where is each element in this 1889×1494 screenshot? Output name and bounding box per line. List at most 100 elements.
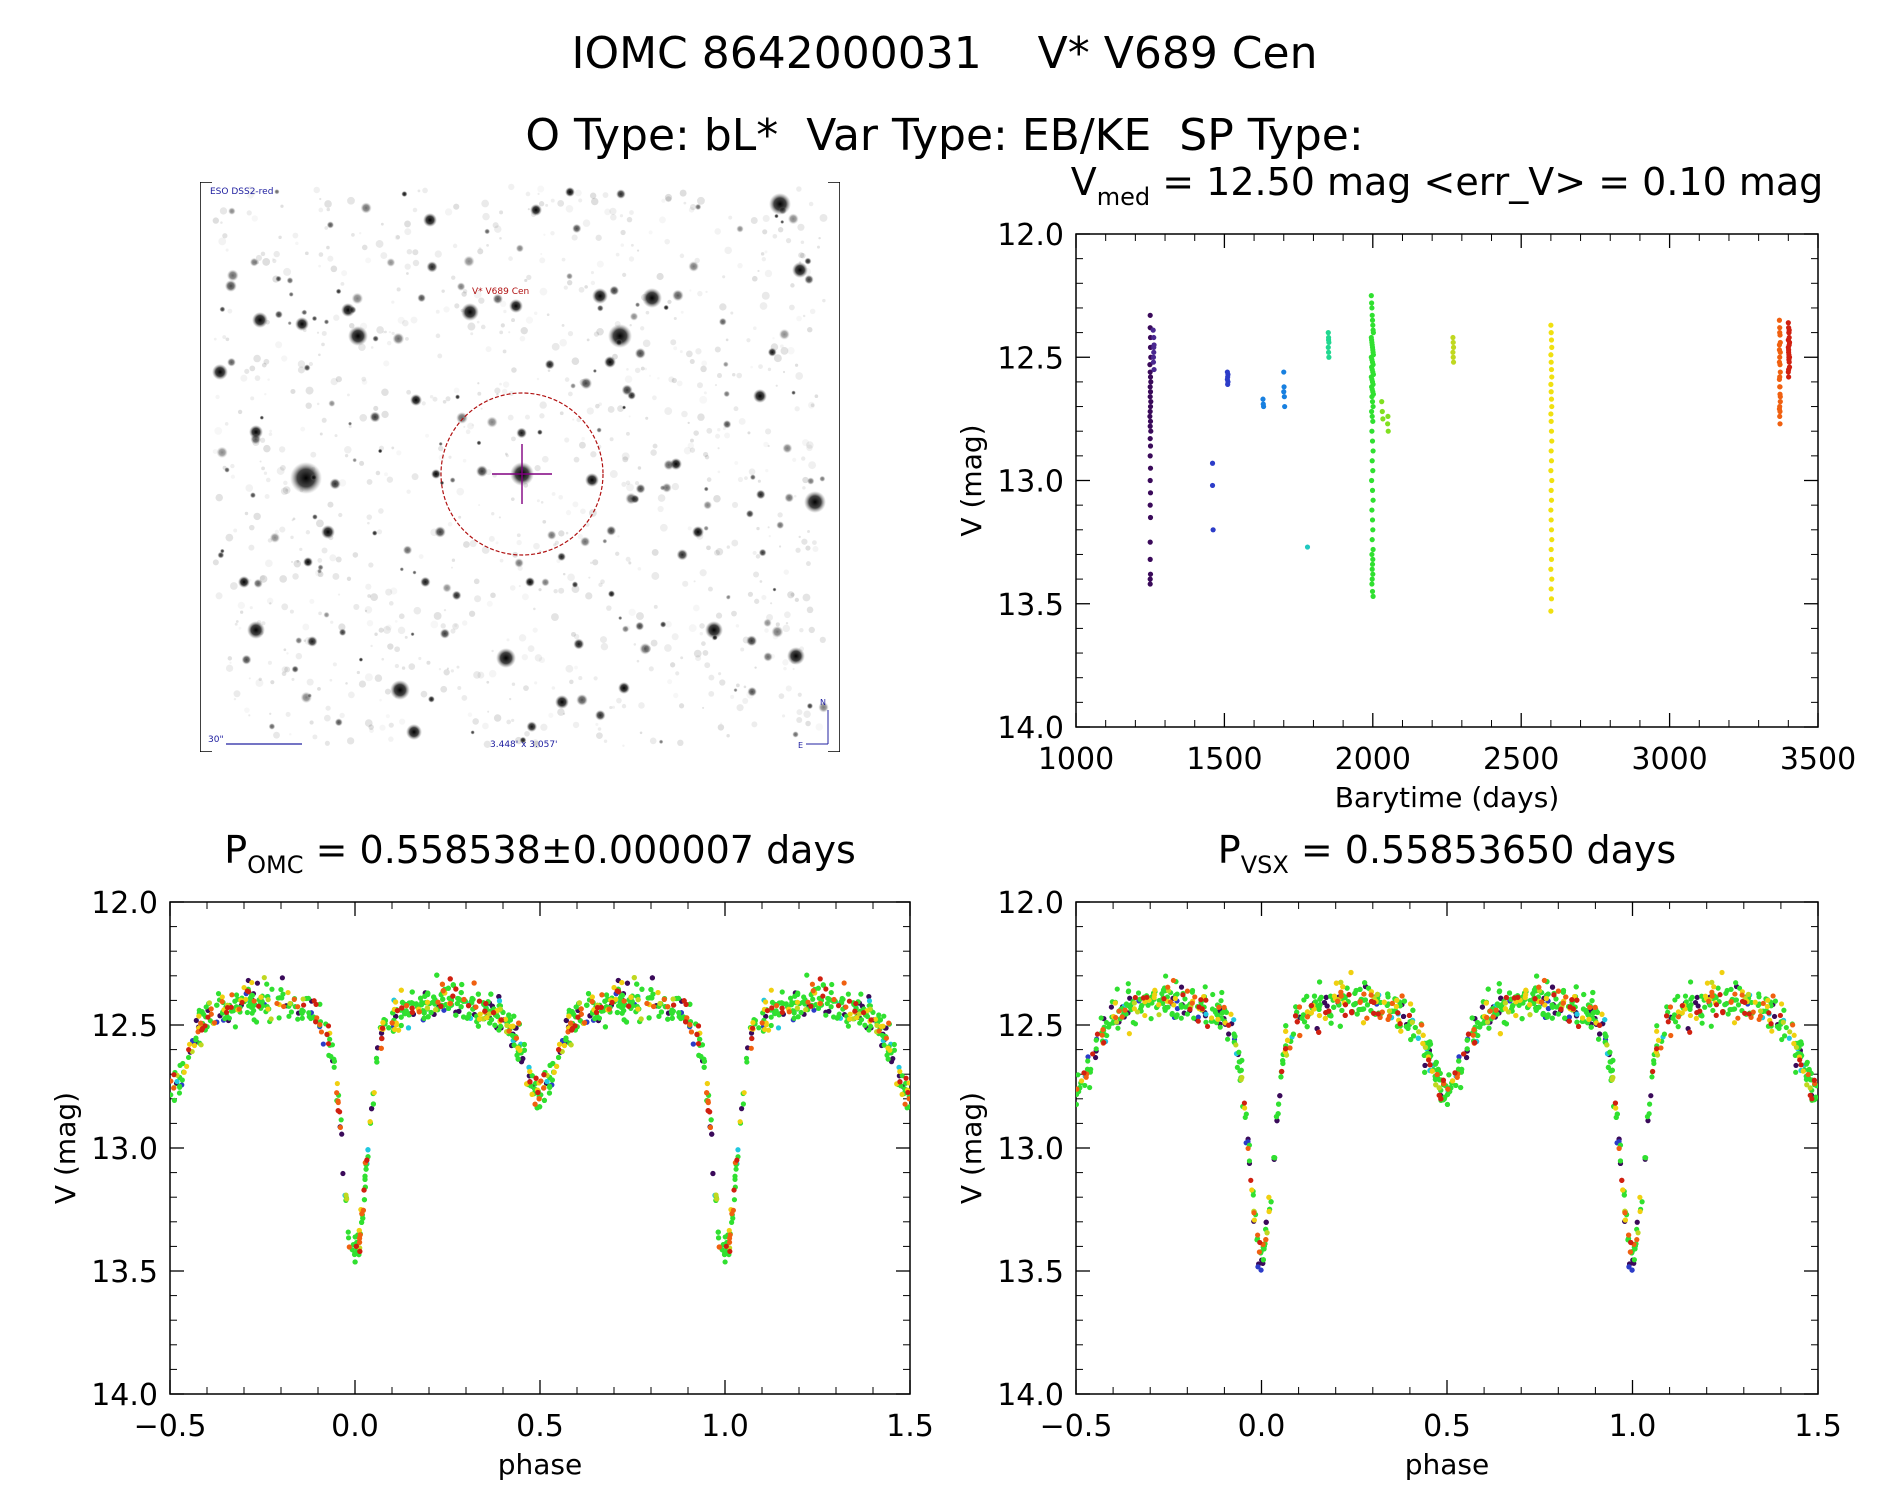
data-point (1658, 1045, 1664, 1051)
data-point (281, 1003, 287, 1010)
data-point (424, 1005, 430, 1011)
data-point (811, 1007, 817, 1013)
data-point (171, 1085, 177, 1091)
data-point (213, 1002, 220, 1008)
data-point (198, 1042, 204, 1048)
data-point (1634, 1219, 1640, 1225)
data-point (529, 1073, 535, 1079)
data-point (1323, 994, 1329, 1001)
phase_omc-series (170, 980, 910, 1250)
data-point (866, 993, 872, 1000)
data-point (398, 987, 404, 993)
data-point (1626, 1232, 1632, 1238)
data-point (1100, 1026, 1106, 1033)
data-point (906, 1096, 910, 1102)
data-point (671, 1002, 677, 1008)
data-point (1369, 517, 1376, 523)
data-point (697, 1036, 703, 1042)
lightcurve-series (1150, 327, 1157, 373)
data-point (300, 996, 306, 1002)
data-point (705, 1098, 711, 1104)
data-point (1178, 1004, 1185, 1010)
data-point (854, 1015, 860, 1021)
data-point (621, 1017, 627, 1023)
data-point (418, 1002, 425, 1008)
data-point (1150, 359, 1157, 365)
data-point (496, 993, 502, 1000)
data-point (389, 1020, 395, 1026)
data-point (1369, 305, 1375, 311)
data-point (1719, 969, 1725, 976)
data-point (1486, 1025, 1492, 1031)
data-point (1311, 993, 1318, 999)
data-point (1231, 1017, 1237, 1023)
data-point (364, 1157, 370, 1163)
data-point (856, 1011, 862, 1017)
data-point (1803, 1061, 1810, 1067)
data-point (196, 1013, 202, 1019)
data-point (510, 1023, 516, 1029)
data-point (1612, 1100, 1619, 1106)
data-point (185, 1054, 192, 1061)
phase_omc-xtick-label: 1.0 (701, 1409, 749, 1444)
phase_omc-series (171, 975, 880, 1251)
data-point (1316, 1012, 1323, 1019)
data-point (727, 1232, 733, 1238)
lightcurve-series (1304, 544, 1311, 550)
data-point (1471, 1026, 1477, 1033)
data-point (398, 1022, 404, 1029)
data-point (1548, 381, 1554, 387)
data-point (1369, 551, 1375, 558)
data-point (1777, 384, 1783, 390)
data-point (1436, 1085, 1442, 1091)
data-point (226, 1015, 232, 1021)
data-point (335, 1098, 341, 1104)
phase_vsx-ytick-label: 13.0 (997, 1132, 1064, 1167)
phase_vsx-xtick-label: 0.0 (1238, 1409, 1286, 1444)
data-point (1548, 322, 1554, 328)
data-point (1410, 1007, 1416, 1013)
data-point (1549, 438, 1555, 444)
data-point (1450, 334, 1456, 341)
data-point (1777, 421, 1783, 427)
data-point (1099, 1032, 1105, 1038)
data-point (1663, 1013, 1670, 1019)
data-point (1416, 1029, 1422, 1035)
data-point (631, 975, 637, 981)
data-point (550, 1060, 556, 1067)
data-point (260, 1003, 266, 1009)
data-point (1772, 998, 1779, 1004)
lightcurve-series (1368, 293, 1376, 599)
data-point (1548, 517, 1554, 523)
data-point (866, 998, 873, 1004)
data-point (1787, 1029, 1793, 1035)
data-point (1386, 1013, 1393, 1019)
phase_vsx-ytick-label: 12.0 (997, 886, 1064, 921)
phase_omc-title-rest: = 0.558538±0.000007 days (304, 828, 856, 872)
data-point (1549, 344, 1555, 350)
data-point (1776, 317, 1783, 323)
data-point (731, 1187, 737, 1193)
data-point (1513, 1012, 1519, 1019)
data-point (1106, 1021, 1113, 1027)
data-point (1679, 1002, 1686, 1009)
data-point (1081, 1070, 1087, 1076)
data-point (1212, 1009, 1219, 1015)
data-point (1147, 374, 1154, 380)
data-point (535, 1089, 541, 1096)
data-point (1283, 1028, 1289, 1034)
data-point (1510, 1002, 1516, 1008)
data-point (450, 982, 456, 988)
data-point (402, 1011, 408, 1017)
data-point (665, 1016, 671, 1022)
data-point (411, 1001, 417, 1007)
data-point (1147, 490, 1154, 496)
data-point (1116, 1008, 1122, 1014)
phase_omc-title: POMC = 0.558538±0.000007 days (224, 828, 856, 879)
data-point (483, 1000, 489, 1007)
data-point (1548, 468, 1554, 474)
data-point (1203, 1019, 1209, 1025)
data-point (722, 1259, 728, 1265)
data-point (261, 975, 267, 981)
data-point (511, 1013, 517, 1019)
